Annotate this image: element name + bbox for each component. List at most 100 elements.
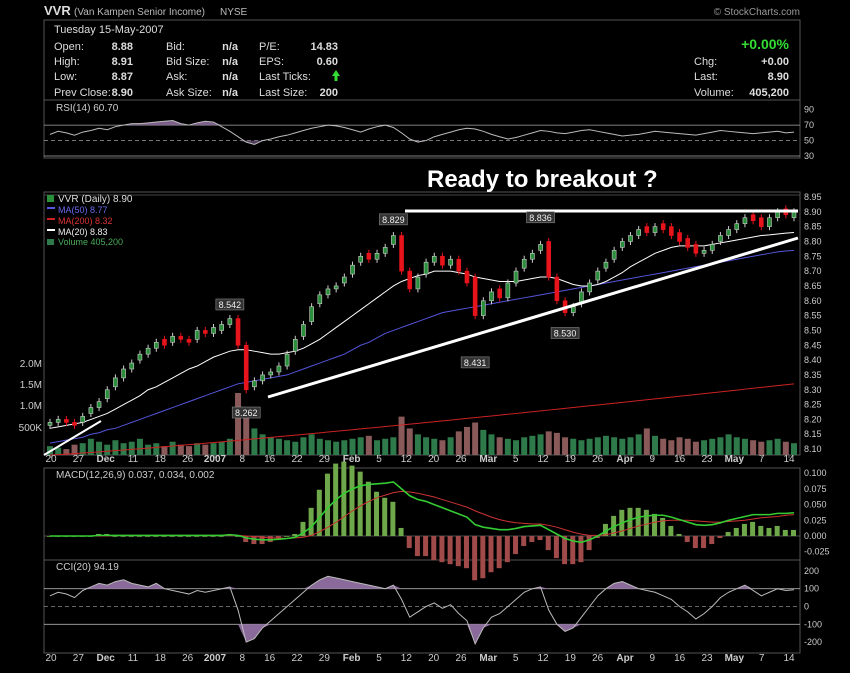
x-tick-label-bottom: 8: [240, 653, 246, 664]
volume-bar: [602, 435, 609, 455]
candle-body: [342, 276, 347, 284]
macd-histogram-bar: [643, 509, 649, 536]
volume-bar: [226, 438, 233, 455]
x-tick-label-bottom: 11: [128, 653, 139, 664]
x-tick-label-bottom: 19: [565, 653, 577, 664]
x-tick-label-bottom: Dec: [96, 653, 115, 664]
candle-body: [382, 247, 388, 254]
x-tick-label-bottom: May: [725, 653, 745, 664]
macd-histogram-bar: [349, 465, 355, 536]
macd-histogram-bar: [602, 523, 608, 536]
volume-bar: [185, 446, 192, 455]
candle-body: [742, 217, 748, 224]
volume-bar: [267, 437, 274, 455]
candle-body: [113, 377, 118, 388]
rsi-plot: 90 70 50 30: [44, 105, 814, 161]
candle-body: [88, 407, 94, 414]
bid-value: n/a: [222, 41, 239, 53]
volume-bar: [284, 440, 291, 455]
volume-bar: [112, 440, 119, 455]
candle-body: [554, 276, 560, 302]
x-tick-label: 12: [401, 454, 413, 465]
price-tick-label: 8.50: [804, 325, 822, 335]
cci-overbought-fill: [50, 576, 794, 589]
volume-bar: [455, 431, 462, 455]
volume-bar: [63, 449, 70, 455]
candle-body: [227, 318, 233, 325]
volume-bar: [316, 438, 323, 455]
macd-histogram-bar: [455, 536, 461, 567]
price-label: 8.431: [464, 358, 487, 368]
company-name: (Van Kampen Senior Income): [74, 7, 205, 18]
legend-swatch-volume: [47, 239, 54, 245]
legend-volume: Volume 405,200: [58, 237, 123, 247]
volume-bar: [349, 438, 356, 455]
x-tick-label-bottom: 20: [428, 653, 440, 664]
up-arrow-icon: [332, 70, 340, 81]
volume-bar: [136, 438, 143, 455]
x-tick-label: 5: [513, 454, 519, 465]
ticker-symbol: VVR: [44, 3, 71, 18]
early-trend-line: [43, 420, 102, 456]
candle-body: [709, 244, 715, 251]
candle-body: [178, 336, 184, 340]
price-tick-label: 8.25: [804, 400, 822, 410]
candle-body: [399, 235, 404, 272]
candle-body: [644, 226, 650, 233]
x-tick-label: 26: [455, 454, 467, 465]
volume-bar: [308, 434, 315, 455]
ma20-line: [49, 232, 795, 429]
exchange-name: NYSE: [220, 7, 248, 18]
volume-bar: [357, 437, 364, 455]
x-tick-label: 20: [45, 454, 57, 465]
axis-labels: 20 20 27 27 Dec Dec 11 11 18 18 26 26 2007 2007 8 8 16 16…: [45, 454, 795, 664]
volume-bar: [578, 440, 585, 455]
macd-histogram-bar: [161, 536, 167, 537]
legend-ma50: MA(50) 8.77: [58, 205, 108, 215]
x-tick-label: 26: [182, 454, 194, 465]
candle-body: [194, 330, 200, 340]
cci-tick-label: 0: [804, 602, 809, 612]
candle-body: [595, 270, 601, 281]
volume-bar: [341, 440, 348, 455]
candle-body: [513, 270, 519, 284]
quote-date: Tuesday 15-May-2007: [54, 24, 164, 36]
volume-bar: [153, 443, 160, 455]
macd-histogram-bar: [750, 521, 756, 536]
rsi-tick-label: 90: [804, 105, 814, 115]
candle-body: [309, 306, 314, 322]
macd-histogram-bar: [660, 517, 666, 536]
volume-bar: [472, 422, 479, 455]
price-label-box: [550, 327, 580, 339]
rsi-tick-label: 30: [804, 151, 814, 161]
candle-body: [440, 255, 445, 266]
cci-tick-label: 200: [804, 566, 819, 576]
high-label: High:: [54, 56, 80, 68]
x-tick-label: Feb: [343, 454, 361, 465]
macd-histogram-bar: [128, 536, 134, 537]
macd-histogram-bar: [390, 501, 396, 536]
x-tick-label: 14: [783, 454, 795, 465]
volume-bar: [480, 429, 487, 455]
volume-bar: [210, 443, 217, 455]
volume-bar: [611, 437, 618, 455]
x-tick-label: 29: [319, 454, 331, 465]
low-value: 8.87: [112, 71, 133, 83]
x-tick-label-bottom: 18: [155, 653, 167, 664]
price-label-box: [215, 298, 245, 311]
volume-bar: [169, 441, 176, 455]
macd-histogram-bar: [243, 536, 249, 543]
candle-body: [276, 365, 282, 373]
price-label: 8.262: [235, 408, 258, 418]
rsi-panel: [43, 99, 801, 159]
prev-close-label: Prev Close:: [54, 87, 111, 99]
macd-histogram-bar: [570, 536, 576, 565]
volume-bar: [513, 440, 520, 455]
x-tick-label: 26: [592, 454, 604, 465]
candle-body: [80, 416, 86, 423]
x-tick-label: 7: [759, 454, 765, 465]
open-label: Open:: [54, 41, 84, 53]
candle-body: [570, 306, 576, 313]
volume-bar: [562, 437, 569, 455]
